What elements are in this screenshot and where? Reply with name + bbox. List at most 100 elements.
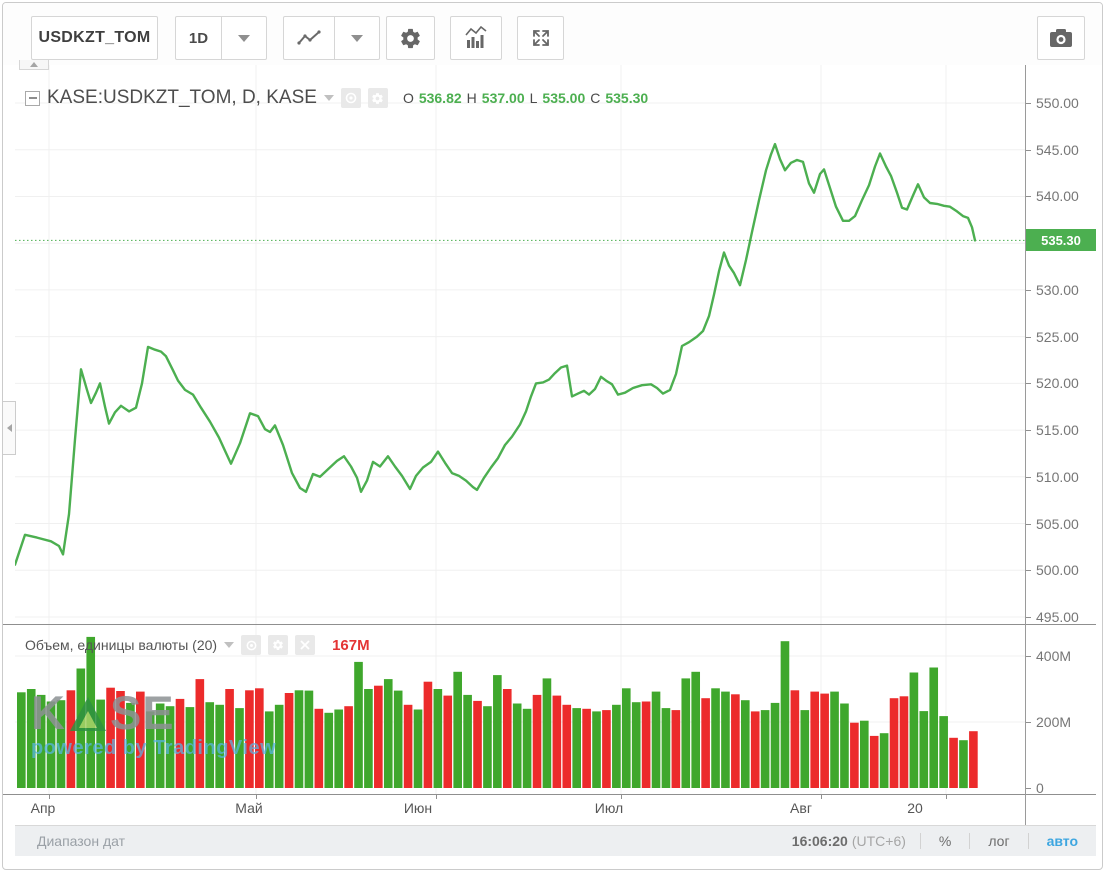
left-panel-collapse-tab[interactable] [3,401,16,455]
month-label: Июн [403,800,433,816]
volume-bar [116,691,125,788]
fullscreen-button[interactable] [517,16,564,60]
time-axis[interactable]: Апр Май Июн Июл Авг 20 [15,794,1025,825]
volume-bar [899,696,909,788]
volume-bar [483,706,492,788]
volume-bar [413,709,423,788]
volume-bar [602,710,611,788]
volume-bar [314,708,324,788]
volume-bar [889,698,899,788]
price-chart-pane[interactable] [15,65,1025,625]
price-tick-label: 520.00 [1036,375,1079,391]
low-value: 535.00 [542,90,586,106]
interval-group: 1D [175,16,267,60]
chevron-down-icon[interactable] [224,642,235,648]
log-scale-button[interactable]: лог [988,833,1010,849]
price-tick [1026,430,1031,431]
volume-bar [810,691,820,788]
volume-bar [255,688,264,788]
price-axis[interactable]: 550.00545.00540.00535.00530.00525.00520.… [1026,65,1096,825]
chart-type-group [283,16,380,60]
axis-border [1025,65,1026,825]
toggle-visibility-button[interactable] [340,88,361,108]
volume-bar [562,704,572,788]
chart-type-dropdown-button[interactable] [334,17,379,59]
interval-dropdown-button[interactable] [221,17,266,59]
symbol-button[interactable]: USDKZT_TOM [31,16,158,60]
volume-legend-title[interactable]: Объем, единицы валюты (20) [25,637,218,653]
bottom-toolbar: Диапазон дат 16:06:20 (UTC+6) % лог авто [15,825,1096,856]
volume-bar [235,708,244,788]
time-tick [821,794,822,799]
price-tick-label: 515.00 [1036,422,1079,438]
high-label: H [466,90,477,106]
series-settings-button[interactable] [367,88,388,108]
volume-chart-pane[interactable] [15,625,1025,794]
time-tick [256,794,257,799]
close-value: 535.30 [605,90,649,106]
volume-bar [374,685,383,788]
price-tick-label: 505.00 [1036,516,1079,532]
close-icon [300,640,310,650]
fullscreen-icon [532,30,549,46]
volume-bar [939,716,948,788]
volume-bar [820,693,829,788]
auto-scale-button[interactable]: авто [1046,833,1078,849]
interval-button[interactable]: 1D [176,17,221,59]
volume-bar [621,688,631,788]
volume-bar [393,690,403,788]
toggle-volume-visibility-button[interactable] [241,635,262,655]
volume-bar [473,700,482,788]
timezone-label[interactable]: (UTC+6) [851,833,906,849]
volume-bar [830,691,839,788]
settings-button[interactable] [386,16,435,60]
volume-bar [36,694,46,788]
volume-bar [433,689,443,788]
remove-volume-button[interactable] [295,635,316,655]
volume-bar [284,693,294,788]
volume-bar [26,689,36,788]
volume-bar [721,691,730,788]
volume-bar [463,694,472,788]
price-tick [1026,290,1031,291]
volume-bar [661,708,671,788]
date-range-button[interactable]: Диапазон дат [37,833,126,849]
volume-bar [681,678,691,788]
collapse-legend-button[interactable] [25,90,40,106]
volume-bar [66,690,76,788]
volume-settings-button[interactable] [268,635,289,655]
pane-separator[interactable] [3,624,1096,625]
volume-bar [96,699,105,788]
chevron-down-icon [238,34,250,42]
volume-bar [17,692,26,788]
legend-title[interactable]: KASE:USDKZT_TOM, D, KASE [47,87,317,108]
percent-scale-button[interactable]: % [938,833,952,849]
top-toolbar: USDKZT_TOM 1D [3,3,1102,65]
volume-bar [175,698,185,788]
volume-bar [215,704,224,788]
volume-bar [423,681,433,788]
volume-bar [542,678,552,788]
volume-bar [344,706,353,788]
chevron-down-icon[interactable] [323,95,334,101]
volume-bar [592,711,601,788]
price-tick-label: 500.00 [1036,562,1079,578]
snapshot-button[interactable] [1037,16,1085,60]
volume-bar [949,737,958,788]
volume-tick-label: 400M [1036,648,1072,664]
clock-display[interactable]: 16:06:20 [791,833,848,849]
volume-bar [453,671,462,788]
pane-separator [3,794,1096,795]
chart-type-button[interactable] [284,17,334,59]
price-tick [1026,570,1031,571]
month-label: Июл [594,800,624,816]
volume-tick [1026,788,1031,789]
month-label: Май [235,800,263,816]
volume-bar [641,701,651,788]
volume-bar [126,702,135,788]
line-chart-icon [297,30,321,45]
interval-label: 1D [188,29,209,47]
indicators-button[interactable] [450,16,502,60]
volume-bar [572,708,581,788]
toolbar-collapse-tab[interactable] [19,60,49,70]
